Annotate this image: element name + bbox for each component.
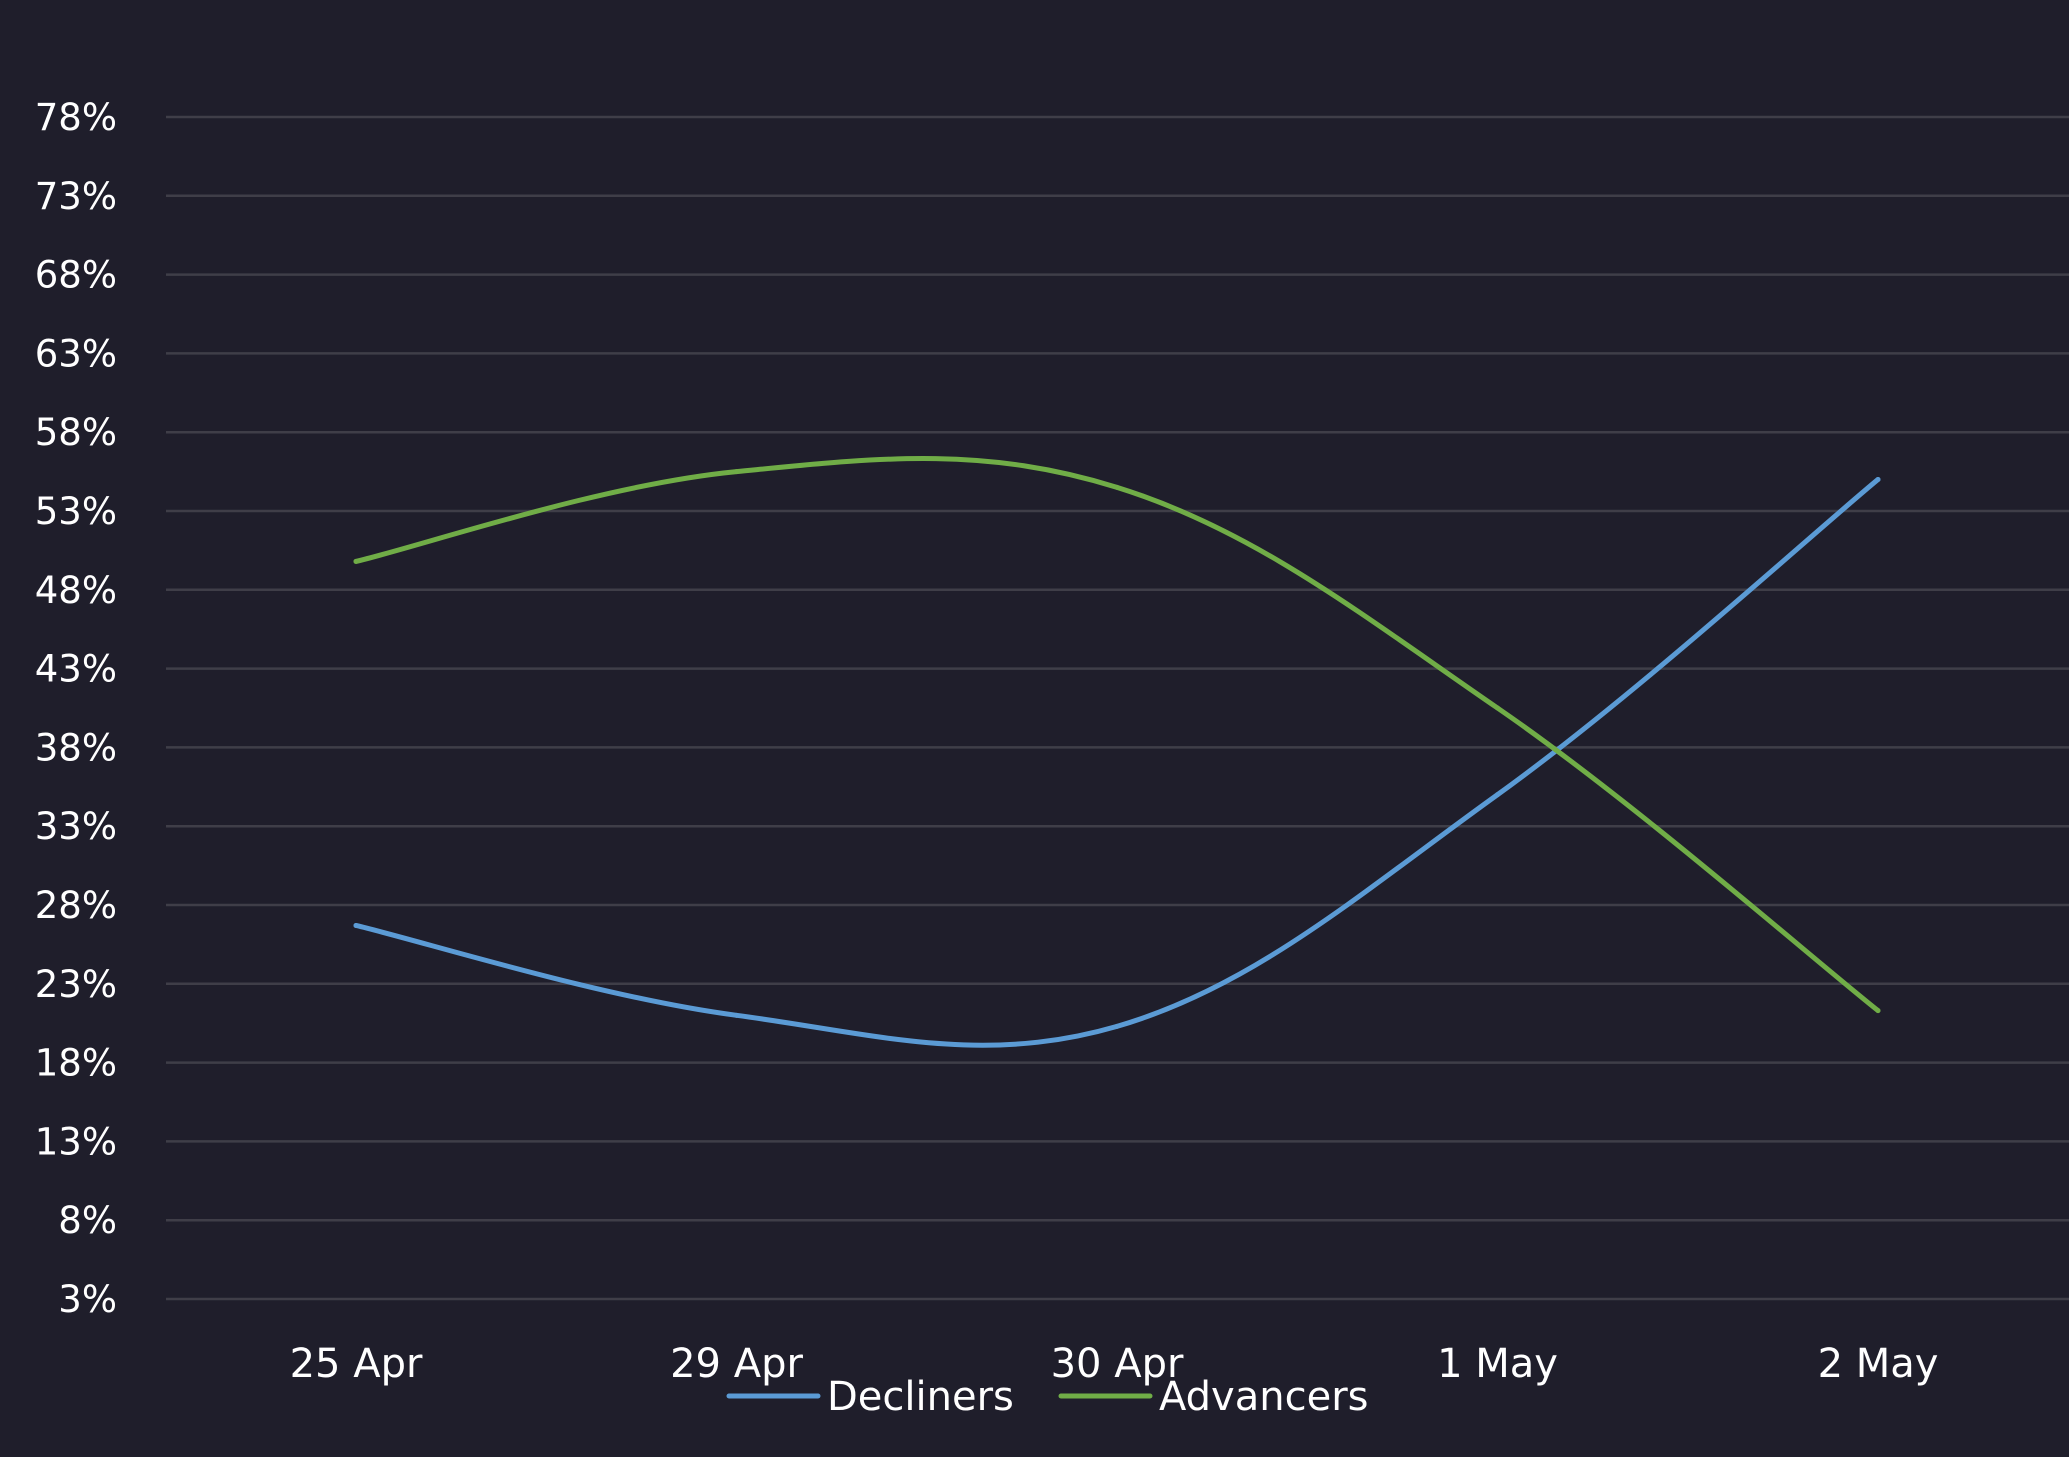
data-point-advancers (1875, 1008, 1881, 1014)
data-point-decliners (1875, 476, 1881, 482)
y-axis-tick-labels: 78% 73% 68% 63% 58% 53% 48% 43% 38% 33% 28% 23% 18% 1… (35, 96, 117, 1321)
y-tick-label: 73% (35, 175, 117, 218)
legend: Decliners Advancers (726, 1374, 1368, 1420)
y-tick-label: 68% (35, 254, 117, 297)
y-tick-label: 43% (35, 648, 117, 691)
y-tick-label: 33% (35, 805, 117, 848)
y-tick-label: 13% (35, 1120, 117, 1163)
x-tick-label: 30 Apr (1051, 1341, 1184, 1387)
y-tick-label: 18% (35, 1042, 117, 1085)
data-point-advancers (734, 469, 739, 475)
y-tick-label: 63% (35, 332, 117, 375)
series-line-decliners (353, 476, 1881, 1048)
data-point-decliners (734, 1012, 739, 1018)
series-lines (353, 456, 1881, 1048)
data-point-advancers (1114, 484, 1120, 490)
data-point-advancers (1495, 705, 1500, 711)
data-point-decliners (353, 922, 359, 928)
data-point-advancers (353, 558, 359, 564)
x-tick-label: 1 May (1437, 1341, 1558, 1387)
y-tick-label: 58% (35, 411, 117, 454)
series-line-advancers (353, 456, 1881, 1014)
y-tick-label: 48% (35, 569, 117, 612)
x-axis-tick-labels: 25 Apr 29 Apr 30 Apr 1 May 2 May (290, 1341, 1939, 1387)
y-tick-label: 38% (35, 726, 117, 769)
y-tick-label: 28% (35, 884, 117, 927)
x-tick-label: 29 Apr (670, 1341, 803, 1387)
gridlines (166, 115, 2069, 1301)
y-tick-label: 78% (35, 96, 117, 139)
y-tick-label: 8% (58, 1199, 117, 1242)
data-point-decliners (1114, 1023, 1120, 1029)
y-tick-label: 53% (35, 490, 117, 533)
data-point-decliners (1495, 792, 1500, 798)
x-tick-label: 25 Apr (290, 1341, 423, 1387)
y-tick-label: 23% (35, 963, 117, 1006)
legend-label-advancers: Advancers (1159, 1374, 1368, 1420)
x-tick-label: 2 May (1818, 1341, 1939, 1387)
legend-label-decliners: Decliners (827, 1374, 1014, 1420)
y-tick-label: 3% (58, 1278, 117, 1321)
